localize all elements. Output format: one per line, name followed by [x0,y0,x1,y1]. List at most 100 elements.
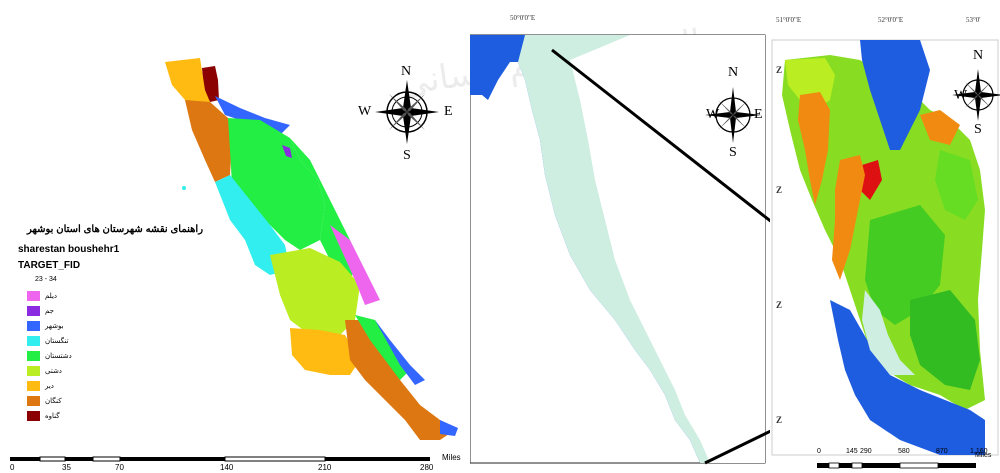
zoom-connector-bottom [704,429,770,465]
right-green-south [910,290,980,390]
region-deyr [290,328,360,375]
right-top-coord: 53°0' [966,16,981,24]
right-scale-tick-label: 1,160 [970,448,988,455]
zoom-connector-top [551,48,770,223]
right-green-east [935,150,978,220]
left-compass-e: E [444,104,453,119]
legend-swatch [27,335,40,346]
middle-map-panel: 50°0'0"E N S E W [470,0,770,473]
legend-swatch [27,410,40,421]
region-dashtestan [228,118,325,250]
legend-swatch [27,350,40,361]
middle-compass-w: W [706,107,720,122]
legend-swatch [27,365,40,376]
right-compass-s: S [974,122,982,137]
left-compass-s: S [403,148,411,163]
island-dot [182,186,186,190]
region-deylam-strip [330,225,380,305]
left-scale-tick-label: 70 [115,463,124,472]
right-map-svg [771,39,1000,469]
legend-item: دشتستان [27,350,72,361]
legend-title: راهنمای نقشه شهرستان های استان بوشهر [27,224,204,235]
right-side-coord: Z [776,300,783,310]
region-deylam-north [165,58,210,108]
middle-land-right-white [570,35,765,463]
middle-map-svg [470,34,770,465]
legend-item: دیر [27,380,54,391]
right-top-coord: 52°0'0"E [878,16,904,24]
right-scale-bar [817,462,976,469]
region-bushehr-tip [440,420,458,436]
right-blue-north [860,40,930,150]
region-bushehr-strip [215,96,290,135]
legend-label: جم [45,306,54,315]
right-scale-unit: Miles [975,452,992,459]
right-side-coord: Z [776,185,783,195]
right-scale-tick-label: 145 [846,448,858,455]
left-map-panel: N S E W راهنمای نقشه شهرستان های استان ب… [0,0,470,473]
region-kangan-north [185,100,232,182]
legend-swatch [27,320,40,331]
right-compass-w: W [954,88,968,103]
legend-swatch [27,380,40,391]
province-regions [165,58,458,440]
left-compass-n: N [401,64,412,79]
legend-swatch [27,305,40,316]
right-map-panel: 51°0'0"E 52°0'0"E 53°0' Z Z Z Z N S W 0 145 290… [770,0,1000,473]
legend-item: جم [27,305,54,316]
right-orange-west [798,92,830,205]
legend-item: کنگان [27,395,62,406]
legend-item: دشتی [27,365,62,376]
middle-top-coord: 50°0'0"E [510,14,536,22]
legend-label: دیلم [45,291,58,300]
legend-layer-name: sharestan boushehr1 [18,244,120,255]
legend-swatch [27,290,40,301]
legend-item: دیلم [27,290,57,301]
middle-compass-n: N [728,65,739,80]
left-compass-w: W [358,104,372,119]
region-bushehr-south [375,320,425,385]
legend-swatch [27,395,40,406]
right-green-center [865,205,945,325]
right-compass-n: N [973,48,984,63]
right-top-coord: 51°0'0"E [776,16,802,24]
right-scale-tick-label: 870 [936,448,948,455]
right-scale-tick-label: 0 [817,448,821,455]
left-map-svg [10,58,458,462]
left-scale-bar [10,456,430,462]
legend-label: گناوه [45,411,60,420]
legend-range: 23 - 34 [35,276,57,283]
left-scale-tick-label: 210 [318,463,332,472]
middle-compass-e: E [754,107,763,122]
region-tangestan [215,175,290,275]
left-scale-unit: Miles [442,453,461,462]
right-scale-tick-label: 290 [860,448,872,455]
legend-item: بوشهر [27,320,64,331]
right-scale-tick-label: 580 [898,448,910,455]
legend-item: تنگستان [27,335,69,346]
right-orange-center [832,155,865,280]
right-blue-south [830,300,985,455]
region-dashti [270,248,360,335]
legend-field-name: TARGET_FID [18,260,81,271]
right-side-coord: Z [776,415,783,425]
middle-compass-rose [705,87,761,143]
left-scale-tick-label: 140 [220,463,234,472]
right-map-regions [782,40,985,455]
left-compass-rose [375,80,439,144]
legend-label: دشتستان [45,351,72,360]
left-scale-tick-label: 280 [420,463,434,472]
legend-label: بوشهر [45,321,64,330]
legend-item: گناوه [27,410,60,421]
legend-label: دشتی [45,366,62,375]
right-orange-east [920,110,960,145]
left-scale-tick-label: 35 [62,463,71,472]
left-scale-tick-label: 0 [10,463,15,472]
right-side-coord: Z [776,65,783,75]
region-dashtestan-south [355,315,410,380]
legend-label: دیر [45,381,54,390]
region-jam [282,145,292,158]
right-compass-rose [952,69,1000,121]
right-red-center [860,160,882,200]
middle-compass-s: S [729,145,737,160]
